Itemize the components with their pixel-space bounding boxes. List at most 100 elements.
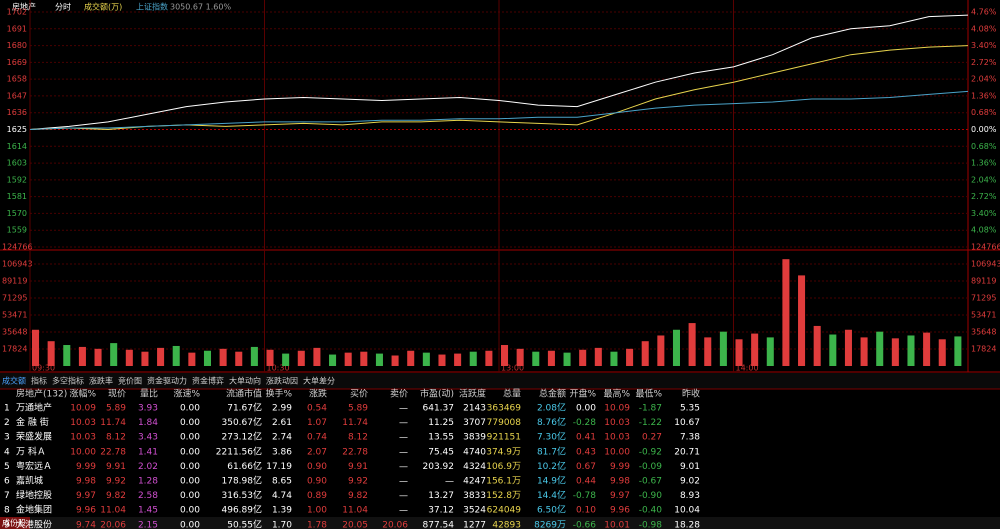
table-cell: 7.38 (680, 433, 700, 443)
volume-bar (813, 325, 821, 366)
table-cell: 1.07 (307, 418, 327, 428)
table-cell: 1.28 (138, 477, 158, 487)
table-cell: 8.65 (272, 477, 292, 487)
column-header[interactable]: 量比 (140, 388, 158, 400)
column-header[interactable]: 市盈(动) (420, 388, 454, 400)
column-header[interactable]: 总金额 (539, 388, 566, 400)
y-tick-label: 1691 (7, 24, 27, 33)
table-cell: 0.90 (307, 477, 327, 487)
table-cell: 9.96 (76, 506, 96, 516)
table-cell: 8.76亿 (537, 416, 566, 428)
tab[interactable]: 竞价图 (118, 376, 142, 386)
volume-bar (766, 337, 774, 366)
volume-bar (282, 353, 290, 366)
table-cell: -0.90 (639, 491, 663, 501)
table-cell: — (399, 462, 408, 472)
table-cell: 4740 (463, 447, 486, 457)
volume-bar (485, 350, 493, 366)
column-header[interactable]: 涨速% (173, 389, 200, 400)
table-cell: 37.12 (428, 506, 454, 516)
column-header[interactable]: 买价 (350, 389, 368, 400)
x-tick-label: 14:00 (736, 364, 759, 373)
table-cell: -0.98 (639, 520, 663, 529)
table-cell: 0.67 (576, 462, 596, 472)
stock-table: 房地产(132) 涨幅% 现价 量比 涨速% 流通市值 换手% 涨跌 买价 卖价 市盈(动) 活跃度 总… (4, 388, 700, 529)
tab[interactable]: 涨跌率 (89, 376, 113, 386)
column-header[interactable]: 涨幅% (69, 388, 96, 400)
tab[interactable]: 大单差分 (303, 376, 335, 386)
volume-bar (672, 329, 681, 366)
column-header[interactable]: 流通市值 (226, 388, 262, 400)
tab[interactable]: 指标 (31, 376, 47, 386)
stock-name[interactable]: 荣盛发展 (16, 431, 52, 443)
stock-name[interactable]: 大港股份 (16, 518, 52, 529)
table-cell: 156.1万 (486, 477, 521, 487)
table-cell: 2.08亿 (537, 402, 566, 414)
tab[interactable]: 涨跌动因 (266, 376, 298, 386)
volume-bar (626, 348, 634, 366)
y-tick-label: 106943 (2, 259, 33, 268)
volume-bar (297, 350, 305, 366)
table-cell: 9.02 (680, 477, 700, 487)
column-header[interactable]: 昨收 (682, 388, 700, 400)
column-header[interactable]: 活跃度 (459, 388, 486, 400)
table-cell: 106.9万 (486, 462, 521, 472)
table-cell: — (445, 477, 454, 487)
y2-tick-label: 2.04% (971, 75, 997, 84)
row-number: 6 (4, 477, 10, 487)
stock-name[interactable]: 万 科Ａ (16, 445, 46, 457)
stock-name[interactable]: 绿地控股 (16, 489, 52, 501)
table-cell: 71.67亿 (227, 402, 262, 414)
tab[interactable]: 资金驱动力 (147, 376, 187, 386)
volume-bar (516, 348, 524, 366)
table-cell: 8.12 (348, 433, 368, 443)
column-header[interactable]: 现价 (108, 389, 126, 400)
table-cell: -0.92 (639, 447, 662, 457)
stock-name[interactable]: 金 融 街 (16, 416, 49, 428)
table-cell: 0.00 (180, 506, 200, 516)
row-number: 2 (4, 418, 10, 428)
table-cell: 2211.56亿 (216, 445, 262, 457)
table-cell: 0.00 (180, 491, 200, 501)
volume-bar (657, 335, 665, 366)
volume-bar (219, 348, 227, 366)
column-header[interactable]: 房地产(132) (16, 388, 67, 400)
stock-name[interactable]: 金地集团 (16, 504, 52, 516)
column-header[interactable]: 总量 (503, 388, 521, 400)
volume-bar (860, 337, 868, 366)
stock-name[interactable]: 粤宏远Ａ (16, 460, 52, 472)
table-cell: 9.92 (348, 477, 368, 487)
volume-bar (532, 351, 540, 366)
footer-tab[interactable] (0, 517, 30, 529)
volume-bar (157, 347, 165, 366)
column-header[interactable]: 开盘% (569, 388, 596, 400)
table-cell: 316.53亿 (222, 489, 263, 501)
tab[interactable]: 大单动向 (229, 376, 261, 386)
sector-title: 房地产 (12, 2, 36, 12)
tab[interactable]: 多空指标 (52, 376, 84, 386)
column-header[interactable]: 最高% (603, 388, 630, 400)
tab[interactable]: 成交额 (2, 376, 26, 386)
table-cell: 4324 (463, 462, 486, 472)
footer-label[interactable]: 成份股 (2, 518, 26, 528)
column-header[interactable]: 涨跌 (309, 389, 327, 400)
tab[interactable]: 资金博弈 (192, 376, 224, 386)
volume-bar (407, 350, 415, 366)
table-cell: — (399, 447, 408, 457)
table-cell: 22.78 (100, 447, 126, 457)
column-header[interactable]: 换手% (265, 388, 292, 400)
table-cell: 203.92 (423, 462, 455, 472)
y2-tick-label: 53471 (971, 311, 996, 320)
volume-bar (266, 349, 274, 366)
column-header[interactable]: 最低% (635, 388, 662, 400)
table-cell: 13.55 (428, 433, 454, 443)
table-cell: -0.09 (639, 462, 663, 472)
column-header[interactable]: 卖价 (390, 389, 408, 400)
table-cell: 350.67亿 (222, 416, 263, 428)
stock-name[interactable]: 嘉凯城 (16, 475, 43, 487)
y-tick-label: 1669 (7, 58, 27, 67)
stock-name[interactable]: 万通地产 (16, 402, 52, 414)
volume-bar (188, 352, 196, 366)
volume-bar (172, 345, 180, 366)
